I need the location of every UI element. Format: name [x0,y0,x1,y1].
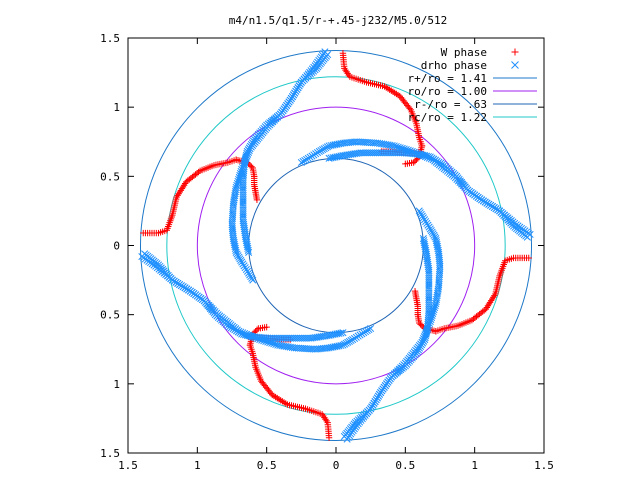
legend-label-circle-2: r-/ro = .63 [414,98,487,111]
y-tick-label-6: 1.5 [100,447,120,460]
series-0-arm-3 [432,254,532,335]
data-series [138,48,534,443]
legend-label-circle-1: ro/ro = 1.00 [408,85,487,98]
series-0-arm-9 [140,156,240,237]
circle-3 [166,76,506,415]
series-1 [138,48,534,443]
legend-label-circle-0: r+/ro = 1.41 [408,72,487,85]
series-0-arm-6 [246,341,333,441]
x-tick-label-0: 1.5 [118,459,138,472]
legend-label-circle-3: rc/ro = 1.22 [408,111,487,124]
circle-1 [196,106,476,385]
series-1-arm-0 [239,48,329,256]
x-tick-label-6: 1.5 [534,459,554,472]
legend-label-series-1: drho phase [421,59,487,72]
y-tick-label-4: 0.5 [100,309,120,322]
series-0-arm-11 [250,173,261,204]
series-1-arm-2 [325,149,534,238]
circle-0 [139,49,533,442]
legend-sample-series-1 [511,61,519,69]
y-tick-label-2: 0.5 [100,170,120,183]
y-tick-label-3: 0 [113,240,120,253]
series-1-arm-6 [138,253,347,342]
circle-2 [248,157,424,334]
x-tick-label-2: 0.5 [257,459,277,472]
series-0-arm-5 [411,287,422,318]
x-tick-label-1: 1 [194,459,201,472]
y-tick-label-5: 1 [113,378,120,391]
series-0-arm-0 [339,50,426,150]
x-tick-label-3: 0 [333,459,340,472]
y-tick-label-1: 1 [113,101,120,114]
series-1-arm-4 [343,235,433,443]
y-tick-label-0: 1.5 [100,32,120,45]
series-1-arm-7 [228,51,332,284]
axis-ticks: 1.5 1 0.5 0 0.5 1 1.51.510.500.511.5 [100,32,554,472]
chart-title: m4/n1.5/q1.5/r-+.45-j232/M5.0/512 [229,14,448,27]
legend-sample-series-0 [511,48,519,56]
x-tick-label-4: 0.5 [395,459,415,472]
x-tick-label-5: 1 [471,459,478,472]
legend-label-series-0: W phase [441,46,487,59]
